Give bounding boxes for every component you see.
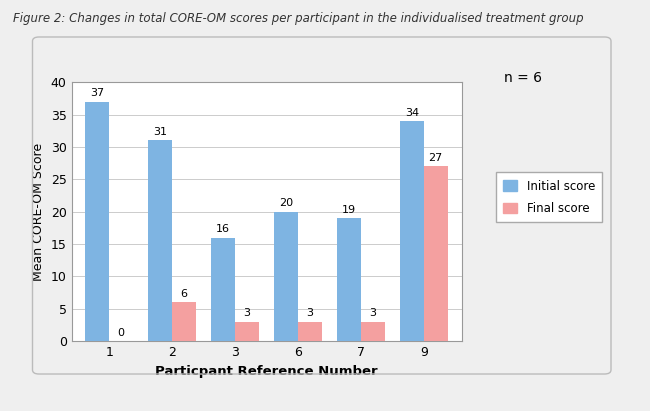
Text: 16: 16 [216, 224, 230, 234]
Text: 27: 27 [428, 153, 443, 163]
Bar [274, 212, 298, 341]
X-axis label: Particpant Reference Number: Particpant Reference Number [155, 365, 378, 378]
Bar [235, 322, 259, 341]
Text: 31: 31 [153, 127, 167, 137]
Bar [424, 166, 448, 341]
Text: 37: 37 [90, 88, 105, 98]
Bar [400, 121, 424, 341]
Text: Figure 2: Changes in total CORE-OM scores per participant in the individualised : Figure 2: Changes in total CORE-OM score… [13, 12, 584, 25]
Bar [172, 302, 196, 341]
Text: 34: 34 [405, 108, 419, 118]
Text: 3: 3 [244, 309, 250, 319]
Bar [298, 322, 322, 341]
Text: 3: 3 [369, 309, 376, 319]
Bar [361, 322, 385, 341]
Bar [337, 218, 361, 341]
Text: 0: 0 [118, 328, 125, 338]
Text: 20: 20 [279, 199, 293, 208]
Legend: Initial score, Final score: Initial score, Final score [496, 173, 603, 222]
Y-axis label: Mean CORE-OM Score: Mean CORE-OM Score [32, 143, 46, 281]
Bar [211, 238, 235, 341]
Bar [85, 102, 109, 341]
Text: n = 6: n = 6 [504, 71, 541, 85]
Bar [148, 141, 172, 341]
Text: 19: 19 [342, 205, 356, 215]
Text: 6: 6 [181, 289, 188, 299]
Text: 3: 3 [306, 309, 313, 319]
